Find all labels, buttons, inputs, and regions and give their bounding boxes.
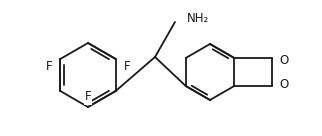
Text: O: O bbox=[279, 78, 289, 90]
Text: F: F bbox=[123, 61, 130, 73]
Text: F: F bbox=[46, 61, 52, 73]
Text: O: O bbox=[279, 53, 289, 67]
Text: NH₂: NH₂ bbox=[187, 12, 209, 24]
Text: F: F bbox=[85, 90, 91, 103]
